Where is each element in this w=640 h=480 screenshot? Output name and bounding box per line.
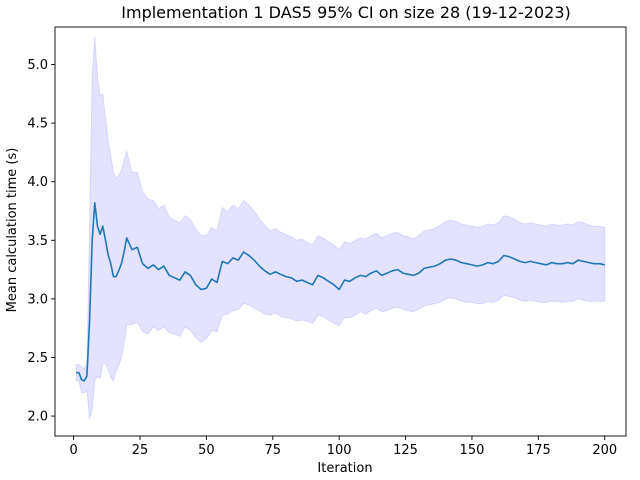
- plot-frame: [54, 26, 627, 437]
- x-tick-label: 200: [592, 443, 617, 458]
- y-tick-label: 3.5: [27, 234, 48, 249]
- x-tick-label: 125: [393, 443, 418, 458]
- x-tick-label: 150: [460, 443, 485, 458]
- y-tick-label: 2.0: [27, 410, 48, 425]
- y-tick-label: 3.0: [27, 292, 48, 307]
- y-tick-label: 4.5: [27, 117, 48, 132]
- x-tick-label: 75: [265, 443, 282, 458]
- x-tick-label: 175: [526, 443, 551, 458]
- y-axis: 2.0 2.5 3.0 3.5 4.0 4.5 5.0: [27, 58, 55, 425]
- x-axis-label: Iteration: [317, 461, 372, 476]
- x-axis: 0 25 50 75 100 125 150 175 200: [69, 436, 617, 458]
- y-axis-label: Mean calculation time (s): [5, 148, 20, 313]
- confidence-band: [75, 36, 606, 419]
- x-tick-label: 100: [327, 443, 352, 458]
- y-tick-label: 2.5: [27, 351, 48, 366]
- mean-line: [76, 202, 605, 382]
- y-tick-label: 4.0: [27, 175, 48, 190]
- x-tick-label: 0: [69, 443, 77, 458]
- plot-area: [54, 26, 627, 437]
- x-tick-label: 50: [198, 443, 215, 458]
- y-tick-label: 5.0: [27, 58, 48, 73]
- chart-title: Implementation 1 DAS5 95% CI on size 28 …: [121, 3, 570, 22]
- x-tick-label: 25: [132, 443, 149, 458]
